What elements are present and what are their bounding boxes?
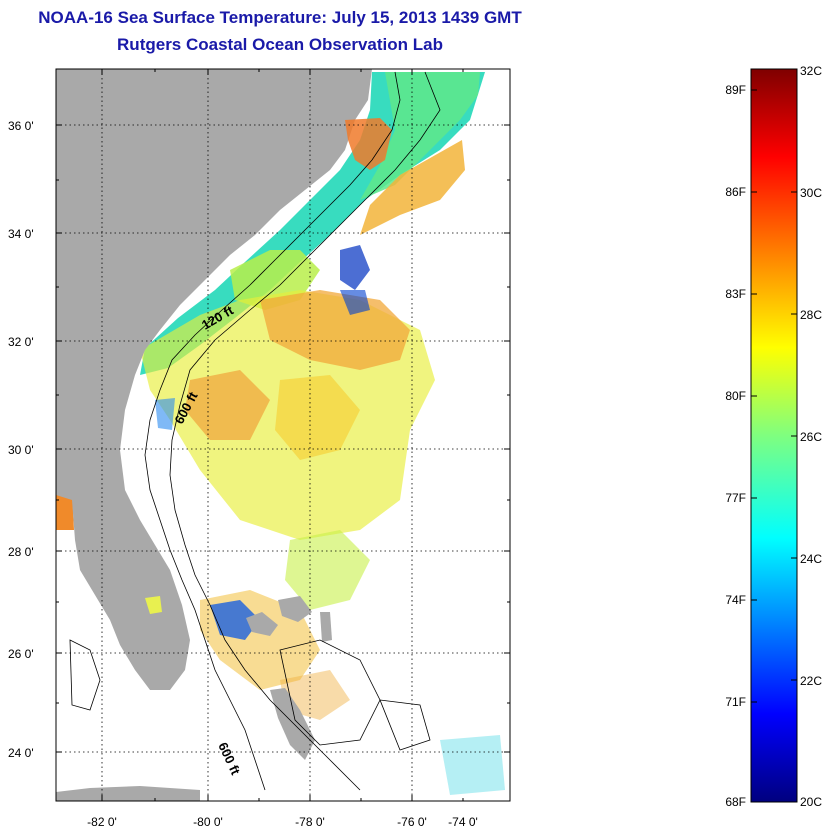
map-subtitle: Rutgers Coastal Ocean Observation Lab: [117, 35, 443, 54]
colorbar-c-label: 28C: [800, 308, 822, 322]
colorbar-c-label: 32C: [800, 64, 822, 78]
colorbar-c-label: 24C: [800, 552, 822, 566]
sst-data-layer: [56, 72, 505, 795]
lat-label: 24 0': [8, 746, 34, 760]
lon-label: -82 0': [87, 815, 117, 829]
lon-label: -76 0': [397, 815, 427, 829]
colorbar-f-label: 68F: [725, 795, 746, 809]
colorbar-f-label: 71F: [725, 695, 746, 709]
latitude-labels: 36 0' 34 0' 32 0' 30 0' 28 0' 26 0' 24 0…: [8, 119, 34, 760]
lat-label: 28 0': [8, 545, 34, 559]
colorbar-f-label: 83F: [725, 287, 746, 301]
lat-label: 26 0': [8, 647, 34, 661]
colorbar: 89F 86F 83F 80F 77F 74F 71F 68F 32C 30C …: [725, 64, 822, 809]
colorbar-f-label: 86F: [725, 185, 746, 199]
colorbar-f-label: 77F: [725, 491, 746, 505]
land-layer: [56, 69, 392, 801]
map-frame: [55, 68, 511, 802]
lat-label: 34 0': [8, 227, 34, 241]
lat-label: 36 0': [8, 119, 34, 133]
longitude-labels: -82 0' -80 0' -78 0' -76 0' -74 0': [87, 815, 478, 829]
bathymetry-contours: [69, 71, 441, 791]
graticule: [56, 69, 510, 801]
lon-label: -74 0': [448, 815, 478, 829]
colorbar-c-label: 20C: [800, 795, 822, 809]
lat-label: 32 0': [8, 335, 34, 349]
lat-label: 30 0': [8, 443, 34, 457]
axis-ticks: [56, 69, 510, 801]
colorbar-f-label: 80F: [725, 389, 746, 403]
colorbar-f-label: 74F: [725, 593, 746, 607]
map-title: NOAA-16 Sea Surface Temperature: July 15…: [38, 8, 522, 27]
map-panel: 120 ft 600 ft 600 ft: [56, 69, 510, 801]
lon-label: -78 0': [295, 815, 325, 829]
colorbar-gradient: [750, 68, 798, 803]
lon-label: -80 0': [193, 815, 223, 829]
colorbar-c-label: 22C: [800, 674, 822, 688]
colorbar-c-label: 30C: [800, 186, 822, 200]
colorbar-c-label: 26C: [800, 430, 822, 444]
colorbar-f-label: 89F: [725, 83, 746, 97]
